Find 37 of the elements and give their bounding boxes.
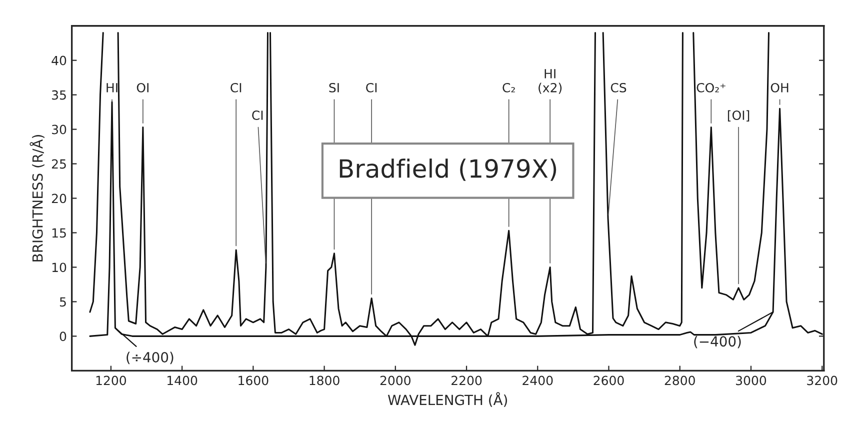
x-tick-label: 3200 bbox=[807, 376, 838, 386]
annotation: HI (x2) bbox=[538, 69, 562, 94]
y-tick-label: 0 bbox=[60, 332, 66, 342]
annotation: OH bbox=[770, 82, 788, 92]
annotation: HI bbox=[106, 83, 118, 92]
y-tick-label: 30 bbox=[52, 124, 66, 134]
y-axis-title: BRIGHTNESS (R/Å) bbox=[30, 135, 44, 262]
annotation: CI bbox=[366, 82, 377, 92]
annotation: C₂ bbox=[502, 82, 515, 92]
annotation: CO₂⁺ bbox=[696, 82, 726, 92]
annotation: [OI] bbox=[728, 110, 750, 122]
x-tick-label: 1200 bbox=[96, 376, 126, 386]
x-tick-label: 1600 bbox=[238, 376, 268, 386]
annotation: Bradfield (1979X) bbox=[340, 158, 556, 181]
y-tick-label: 5 bbox=[60, 297, 66, 307]
y-tick-label: 20 bbox=[52, 194, 66, 204]
annotation: (÷400) bbox=[126, 352, 174, 364]
annotation: SI bbox=[329, 82, 339, 92]
y-tick-label: 40 bbox=[52, 56, 66, 66]
annotation: CI bbox=[230, 82, 242, 92]
x-tick-label: 1800 bbox=[310, 376, 340, 386]
annotation: CI bbox=[252, 110, 263, 120]
y-tick-label: 35 bbox=[52, 90, 66, 100]
x-tick-label: 2600 bbox=[594, 376, 624, 386]
x-tick-label: 2000 bbox=[380, 376, 410, 386]
x-tick-label: 3000 bbox=[736, 376, 766, 386]
x-tick-label: 2400 bbox=[522, 376, 553, 386]
annotation: OI bbox=[136, 82, 148, 92]
x-tick-label: 2200 bbox=[452, 376, 482, 386]
x-axis-title: WAVELENGTH (Å) bbox=[388, 392, 508, 407]
y-tick-label: 15 bbox=[52, 228, 66, 238]
y-tick-label: 25 bbox=[52, 159, 66, 169]
x-tick-label: 1400 bbox=[168, 376, 198, 386]
annotation: CS bbox=[610, 82, 626, 92]
y-tick-label: 10 bbox=[52, 262, 66, 272]
x-tick-label: 2800 bbox=[664, 376, 695, 386]
annotation: (−400) bbox=[694, 336, 741, 348]
